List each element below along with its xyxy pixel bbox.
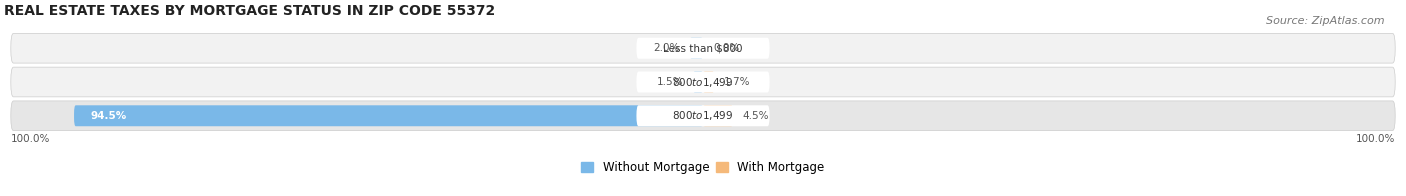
Text: 100.0%: 100.0% (11, 134, 51, 144)
FancyBboxPatch shape (637, 38, 769, 59)
FancyBboxPatch shape (690, 38, 703, 59)
Text: 4.5%: 4.5% (742, 111, 769, 121)
FancyBboxPatch shape (703, 72, 714, 93)
Text: 1.5%: 1.5% (657, 77, 683, 87)
Legend: Without Mortgage, With Mortgage: Without Mortgage, With Mortgage (581, 161, 825, 174)
FancyBboxPatch shape (637, 72, 769, 93)
FancyBboxPatch shape (637, 105, 769, 126)
Text: Less than $800: Less than $800 (664, 43, 742, 53)
Text: 2.0%: 2.0% (654, 43, 679, 53)
FancyBboxPatch shape (11, 33, 1395, 63)
Text: $800 to $1,499: $800 to $1,499 (672, 109, 734, 122)
FancyBboxPatch shape (703, 105, 733, 126)
FancyBboxPatch shape (11, 101, 1395, 131)
Text: REAL ESTATE TAXES BY MORTGAGE STATUS IN ZIP CODE 55372: REAL ESTATE TAXES BY MORTGAGE STATUS IN … (4, 4, 495, 18)
Text: 100.0%: 100.0% (1355, 134, 1395, 144)
Text: $800 to $1,499: $800 to $1,499 (672, 75, 734, 89)
Text: 0.0%: 0.0% (713, 43, 740, 53)
Text: 1.7%: 1.7% (724, 77, 751, 87)
Text: Source: ZipAtlas.com: Source: ZipAtlas.com (1267, 16, 1385, 26)
FancyBboxPatch shape (693, 72, 703, 93)
Text: 94.5%: 94.5% (91, 111, 127, 121)
FancyBboxPatch shape (11, 67, 1395, 97)
FancyBboxPatch shape (75, 105, 703, 126)
